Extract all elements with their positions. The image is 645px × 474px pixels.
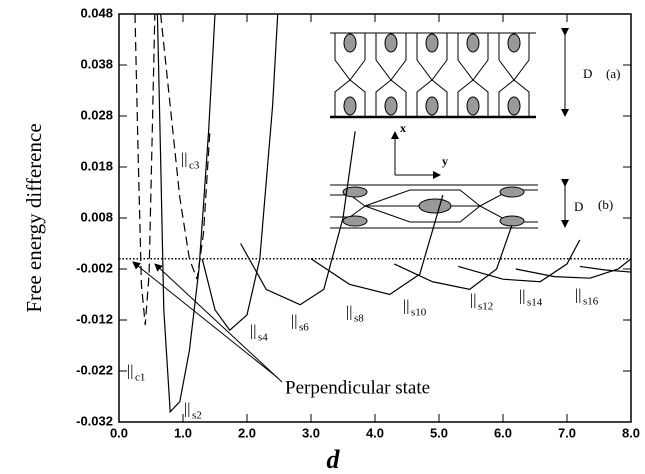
curve-label-symbol: || — [291, 313, 297, 330]
curve — [458, 239, 581, 283]
y-tick-label: -0.002 — [76, 260, 113, 275]
curve — [515, 258, 631, 279]
curve-label-symbol: || — [184, 401, 190, 418]
inset-label: D — [583, 66, 592, 81]
curve — [579, 265, 631, 273]
curve — [393, 224, 513, 291]
y-tick-label: 0.038 — [80, 56, 113, 71]
curve-label-symbol: || — [250, 323, 256, 340]
arrows — [132, 261, 283, 383]
y-tick-label: -0.012 — [76, 311, 113, 326]
curve-label-symbol: || — [403, 298, 409, 315]
curve-label: s2 — [192, 410, 202, 422]
curve — [310, 194, 444, 296]
inset-label: (a) — [606, 66, 620, 81]
inset-label: D — [574, 199, 583, 214]
curve-label-symbol: || — [346, 304, 352, 321]
curve-label-symbol: || — [575, 287, 581, 304]
y-tick-label: 0.008 — [80, 209, 113, 224]
plot-frame — [118, 13, 632, 423]
curve — [156, 14, 216, 414]
x-tick-label: 7.0 — [558, 425, 576, 440]
x-tick-label: 3.0 — [302, 425, 320, 440]
curve-label: s10 — [411, 307, 427, 319]
x-tick-label: 8.0 — [622, 425, 640, 440]
inset-label: x — [400, 121, 406, 135]
curve — [201, 14, 279, 332]
y-tick-label: 0.048 — [80, 5, 113, 20]
x-axis-title: d — [327, 445, 341, 474]
curve-label: s16 — [583, 296, 599, 308]
y-axis-title: Free energy difference — [22, 123, 46, 312]
x-tick-label: 5.0 — [430, 425, 448, 440]
x-tick-label: 0.0 — [110, 425, 128, 440]
curve-label-symbol: || — [470, 292, 476, 309]
curve — [160, 14, 211, 280]
inset-label: (b) — [598, 197, 613, 212]
x-tick-label: 2.0 — [238, 425, 256, 440]
curve-label-symbol: || — [181, 151, 187, 168]
curve-label: s8 — [354, 313, 364, 325]
curve — [134, 14, 156, 326]
curves — [134, 14, 631, 414]
curve-label: s14 — [527, 297, 543, 309]
inset-label: y — [442, 154, 448, 168]
curve-label: s4 — [258, 332, 268, 344]
curve-label-symbol: || — [519, 288, 525, 305]
curve-label: s6 — [299, 322, 309, 334]
curve-label: s12 — [478, 301, 493, 313]
x-tick-label: 1.0 — [174, 425, 192, 440]
curve-label: c3 — [189, 160, 200, 172]
y-tick-label: -0.022 — [76, 362, 113, 377]
annotation: Perpendicular state — [285, 377, 430, 398]
y-tick-label: -0.032 — [76, 413, 113, 428]
curve-label: c1 — [135, 372, 145, 384]
y-tick-label: 0.028 — [80, 107, 113, 122]
inset-a — [330, 28, 569, 229]
curve — [240, 131, 356, 306]
x-tick-label: 4.0 — [366, 425, 384, 440]
y-tick-label: 0.018 — [80, 158, 113, 173]
x-tick-label: 6.0 — [494, 425, 512, 440]
curve-label-symbol: || — [127, 363, 133, 380]
